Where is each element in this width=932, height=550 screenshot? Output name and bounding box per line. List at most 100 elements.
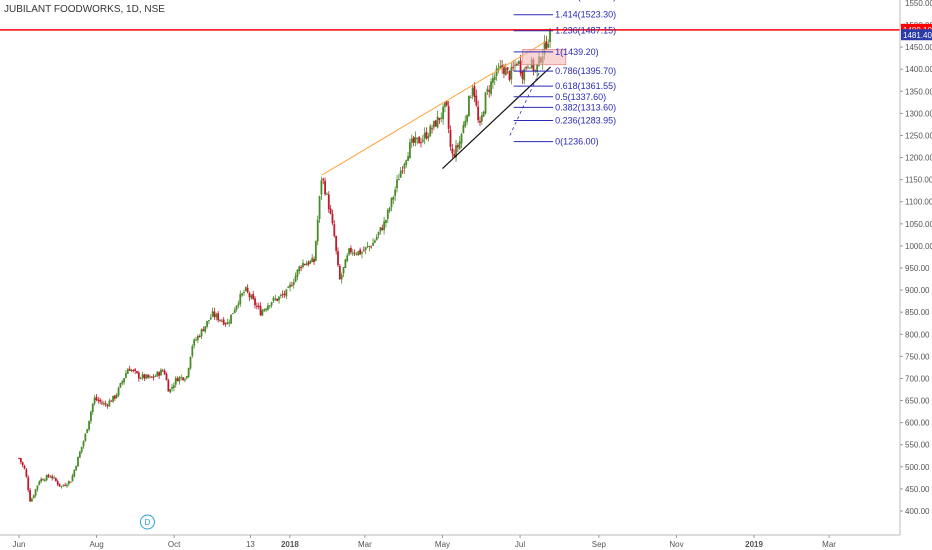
candle-body bbox=[145, 374, 148, 379]
price-tick-label: 1250.00 bbox=[905, 131, 932, 140]
candle-body bbox=[31, 498, 33, 502]
candle-body bbox=[316, 219, 319, 242]
candle-body bbox=[139, 377, 142, 379]
candle-body bbox=[84, 433, 87, 441]
candle-body bbox=[324, 180, 326, 195]
candle-body bbox=[110, 400, 113, 402]
candle-body bbox=[71, 475, 74, 482]
fib-level-label: 1(1439.20) bbox=[555, 47, 599, 57]
candle-body bbox=[206, 320, 208, 327]
candle-body bbox=[503, 66, 505, 74]
candle-body bbox=[302, 262, 304, 268]
candle-body bbox=[412, 137, 415, 143]
price-tick-label: 1100.00 bbox=[905, 198, 932, 207]
candle-body bbox=[241, 293, 244, 296]
candle-body bbox=[184, 379, 186, 381]
candle-body bbox=[160, 369, 162, 376]
candle-body bbox=[506, 67, 509, 70]
upper-trendline bbox=[321, 41, 546, 176]
price-tick-label: 900.00 bbox=[905, 286, 930, 295]
candle-body bbox=[49, 476, 52, 478]
candle-body bbox=[43, 479, 46, 481]
fib-level-label: 1.414(1523.30) bbox=[555, 10, 616, 20]
candle-body bbox=[545, 41, 548, 49]
candle-body bbox=[447, 106, 450, 129]
candle-body bbox=[444, 102, 446, 107]
price-tick-label: 850.00 bbox=[905, 308, 930, 317]
candle-body bbox=[117, 387, 120, 396]
candle-body bbox=[102, 403, 105, 405]
time-tick-label: May bbox=[435, 540, 450, 549]
candle-body bbox=[351, 252, 354, 254]
candle-body bbox=[213, 311, 216, 318]
candle-body bbox=[283, 293, 286, 295]
candle-body bbox=[410, 138, 413, 143]
fibonacci-layer: 1.618(1564.75) 1.414(1523.30) 1.236(1487.1… bbox=[513, 0, 616, 147]
candle-body bbox=[521, 72, 524, 79]
candle-body bbox=[239, 294, 242, 305]
candle-body bbox=[93, 397, 96, 404]
price-tick-label-top: 1550.00 bbox=[905, 0, 932, 8]
candle-body bbox=[202, 329, 205, 332]
candle-body bbox=[287, 286, 290, 288]
candle-body bbox=[491, 78, 494, 83]
candle-body bbox=[200, 329, 203, 337]
time-tick-label: Sep bbox=[592, 540, 607, 549]
candle-body bbox=[126, 369, 129, 374]
candle-body bbox=[488, 90, 491, 92]
chart-title: JUBILANT FOODWORKS, 1D, NSE bbox=[4, 4, 165, 15]
candle-body bbox=[208, 320, 210, 322]
candle-body bbox=[66, 484, 68, 487]
candle-body bbox=[56, 481, 59, 485]
candle-body bbox=[78, 451, 81, 458]
candle-body bbox=[313, 259, 315, 263]
candle-body bbox=[80, 446, 83, 452]
candle-body bbox=[163, 370, 166, 375]
candle-body bbox=[82, 441, 85, 447]
candle-body bbox=[438, 117, 441, 120]
candle-body bbox=[333, 224, 336, 237]
candle-body bbox=[361, 252, 363, 254]
time-tick-label: Jul bbox=[515, 540, 525, 549]
candle-body bbox=[340, 274, 343, 280]
candle-body bbox=[104, 403, 107, 405]
lower-trendline bbox=[442, 66, 551, 170]
candle-body bbox=[370, 246, 373, 248]
candle-body bbox=[514, 64, 516, 66]
candle-body bbox=[519, 60, 522, 74]
candle-body bbox=[401, 170, 404, 172]
price-tick-label: 600.00 bbox=[905, 419, 930, 428]
candle-body bbox=[396, 179, 398, 189]
candle-body bbox=[263, 309, 266, 312]
candle-body bbox=[62, 485, 65, 487]
last-price-label: 1481.40 bbox=[903, 31, 932, 40]
price-tick-label: 1050.00 bbox=[905, 220, 932, 229]
candle-body bbox=[338, 265, 341, 280]
candle-body bbox=[501, 65, 504, 68]
candle-body bbox=[222, 319, 225, 325]
candle-body bbox=[261, 310, 264, 316]
candle-body bbox=[331, 213, 334, 224]
candle-body bbox=[32, 495, 35, 499]
candle-body bbox=[209, 317, 212, 320]
candle-body bbox=[198, 335, 201, 337]
candle-body bbox=[322, 178, 325, 181]
price-tick-label: 550.00 bbox=[905, 441, 930, 450]
candle-body bbox=[279, 294, 282, 296]
price-tick-label: 700.00 bbox=[905, 374, 930, 383]
candle-body bbox=[40, 478, 43, 482]
candle-body bbox=[471, 87, 474, 96]
candle-body bbox=[47, 474, 50, 477]
candle-body bbox=[228, 322, 231, 324]
candle-body bbox=[436, 116, 439, 128]
candle-body bbox=[532, 59, 535, 72]
candle-body bbox=[252, 294, 255, 299]
time-tick-label: Aug bbox=[89, 540, 103, 549]
candle-body bbox=[344, 259, 347, 268]
candle-body bbox=[368, 245, 371, 247]
candle-body bbox=[276, 298, 279, 301]
time-tick-label: 13 bbox=[246, 540, 255, 549]
candle-body bbox=[99, 399, 102, 402]
